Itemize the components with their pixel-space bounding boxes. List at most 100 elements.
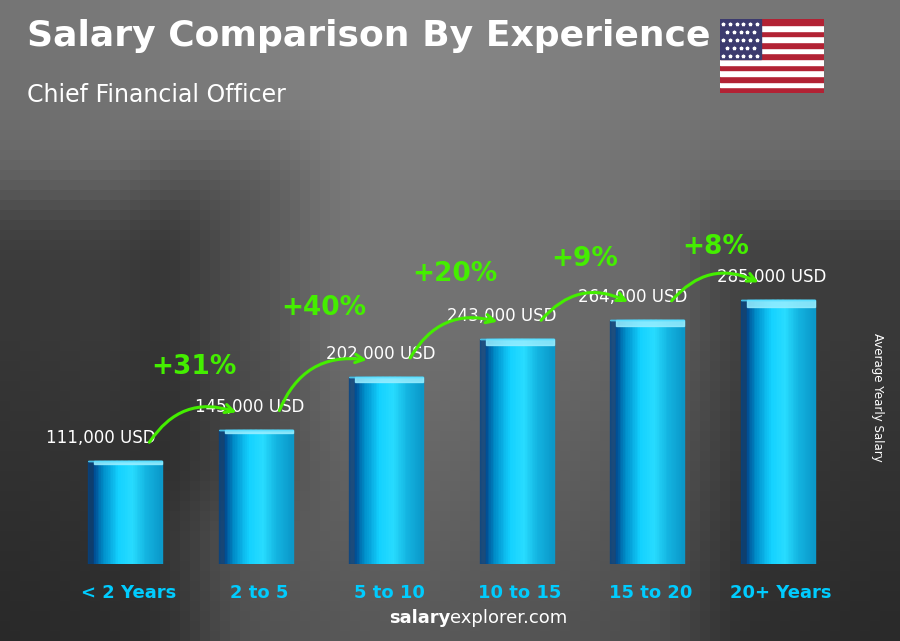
Bar (628, 320, 630, 564)
Bar (360, 377, 363, 564)
Bar (266, 430, 267, 564)
Bar (528, 339, 530, 564)
Bar (247, 430, 248, 564)
Text: +8%: +8% (682, 233, 749, 260)
Bar (496, 339, 498, 564)
Bar (271, 430, 273, 564)
Bar (262, 430, 264, 564)
Bar (99, 462, 102, 564)
Bar (365, 377, 367, 564)
Bar (140, 462, 142, 564)
Bar (621, 320, 624, 564)
Bar (672, 320, 674, 564)
Bar (284, 430, 286, 564)
Bar (264, 430, 266, 564)
Bar (419, 377, 422, 564)
Bar (636, 320, 639, 564)
Bar (506, 339, 508, 564)
Bar (755, 300, 757, 564)
Bar (630, 320, 632, 564)
Bar (772, 300, 774, 564)
Bar (749, 300, 751, 564)
Bar (160, 462, 162, 564)
Bar (112, 462, 113, 564)
Text: +40%: +40% (282, 295, 366, 320)
Bar (616, 320, 618, 564)
Bar (386, 377, 388, 564)
Bar (720, 76, 824, 81)
Bar (635, 320, 637, 564)
Bar (774, 300, 776, 564)
Bar (680, 320, 681, 564)
Bar (156, 462, 158, 564)
Bar (645, 320, 647, 564)
Bar (106, 462, 108, 564)
Bar (623, 320, 626, 564)
Bar (275, 430, 278, 564)
Bar (491, 339, 493, 564)
Bar (781, 300, 783, 564)
Bar (811, 300, 814, 564)
Bar (154, 462, 156, 564)
Bar (680, 320, 683, 564)
Bar (720, 19, 824, 25)
Bar (626, 320, 628, 564)
Bar (374, 377, 376, 564)
Text: Average Yearly Salary: Average Yearly Salary (871, 333, 884, 462)
Bar (552, 339, 554, 564)
Bar (122, 462, 123, 564)
Bar (413, 377, 415, 564)
Polygon shape (741, 300, 747, 564)
Bar (104, 462, 106, 564)
Bar (720, 19, 761, 59)
Bar (620, 320, 622, 564)
Bar (770, 300, 772, 564)
Bar (225, 430, 292, 433)
Bar (720, 53, 824, 59)
Text: 285,000 USD: 285,000 USD (717, 269, 826, 287)
Bar (108, 462, 110, 564)
Bar (252, 430, 254, 564)
Bar (535, 339, 537, 564)
Bar (382, 377, 384, 564)
Bar (394, 377, 396, 564)
Bar (379, 377, 381, 564)
Bar (229, 430, 230, 564)
Bar (670, 320, 672, 564)
Polygon shape (480, 339, 486, 564)
Text: explorer.com: explorer.com (450, 609, 567, 627)
Bar (659, 320, 661, 564)
Bar (661, 320, 662, 564)
Bar (288, 430, 290, 564)
Bar (757, 300, 759, 564)
Bar (110, 462, 112, 564)
Bar (769, 300, 770, 564)
Bar (259, 430, 261, 564)
Bar (150, 462, 152, 564)
Bar (509, 339, 511, 564)
Bar (94, 462, 96, 564)
Bar (377, 377, 379, 564)
Bar (492, 339, 495, 564)
Bar (505, 339, 507, 564)
Bar (392, 377, 394, 564)
Text: Chief Financial Officer: Chief Financial Officer (27, 83, 286, 107)
Bar (367, 377, 369, 564)
Bar (248, 430, 250, 564)
Bar (396, 377, 398, 564)
Bar (494, 339, 496, 564)
Bar (720, 59, 824, 65)
Text: 145,000 USD: 145,000 USD (195, 398, 304, 416)
Bar (411, 377, 413, 564)
Bar (789, 300, 791, 564)
Text: 15 to 20: 15 to 20 (608, 584, 692, 602)
Bar (400, 377, 401, 564)
Polygon shape (88, 462, 94, 564)
Text: +9%: +9% (552, 246, 618, 272)
Text: Salary Comparison By Experience: Salary Comparison By Experience (27, 19, 710, 53)
Bar (810, 300, 812, 564)
Bar (776, 300, 778, 564)
Bar (406, 377, 409, 564)
Bar (227, 430, 229, 564)
Bar (373, 377, 374, 564)
